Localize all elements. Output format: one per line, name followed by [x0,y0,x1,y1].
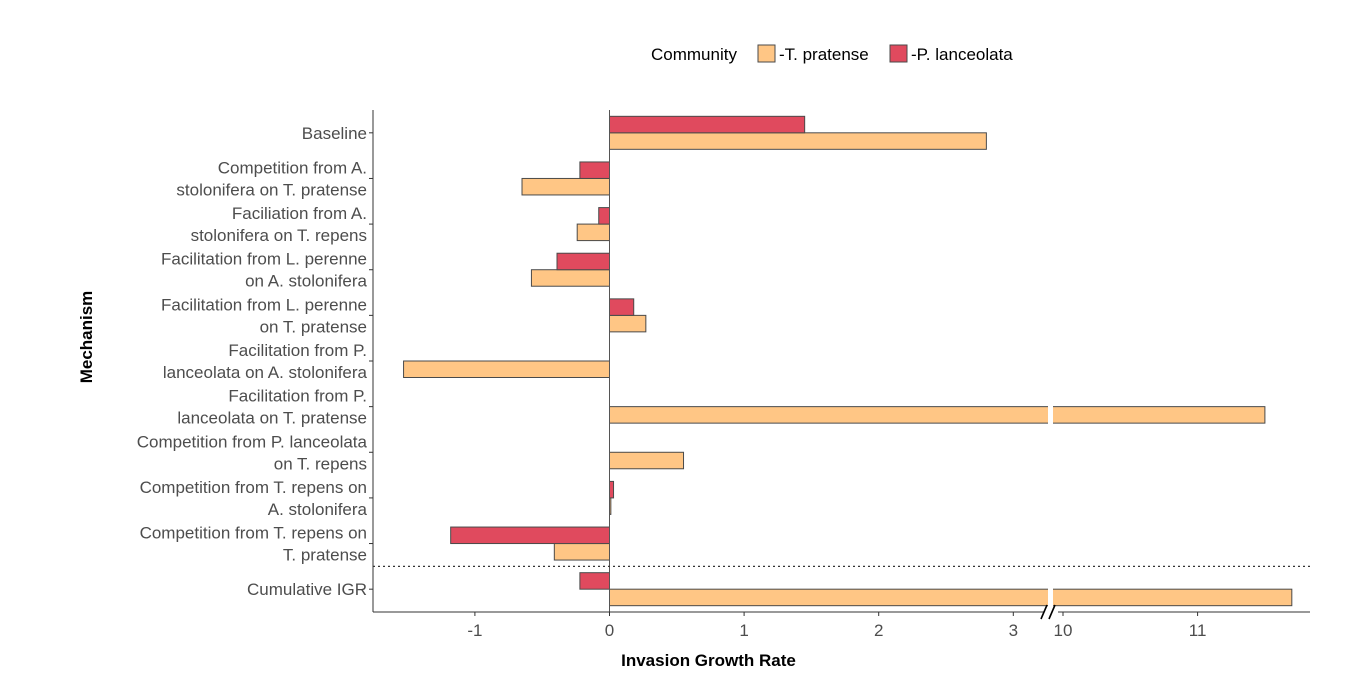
x-tick-label-1: 0 [605,621,614,640]
category-label-line: Facilitation from P. [228,387,367,406]
category-label-line: Facilitation from L. perenne [161,295,367,314]
bar-t-pratense-4 [609,314,647,333]
category-label-line: Competition from T. repens on [140,524,367,543]
bar-p-lanceolata-0 [609,115,806,134]
category-label-line: Competition from T. repens on [140,478,367,497]
category-label-line: A. stolonifera [268,500,368,519]
category-label-line: on T. pratense [260,317,367,336]
legend-swatch-0 [757,44,776,63]
category-label-line: Competition from A. [218,158,367,177]
bar-break-gap-0-6 [1048,405,1053,425]
bar-t-pratense-3 [530,269,611,287]
legend-label-0: -T. pratense [779,45,869,64]
plot-area: Baseline Competition from A. stolonifera o… [137,110,1310,640]
category-label-line: stolonifera on T. pratense [176,180,367,199]
bar-t-pratense-10 [609,588,1293,607]
bar-t-pratense-1 [521,177,611,196]
x-tick-label-4: 3 [1009,621,1018,640]
bar-p-lanceolata-1 [579,161,610,179]
legend-title: Community [651,45,737,64]
x-tick-label-2: 1 [739,621,748,640]
bar-t-pratense-2 [576,223,610,242]
x-tick-label-0: -1 [467,621,482,640]
category-label-line: on T. repens [274,454,367,473]
category-label-line: stolonifera on T. repens [191,226,367,245]
x-tick-label-5: 10 [1054,621,1073,640]
category-label-10: Cumulative IGR [247,580,367,599]
category-label-line: Facilitation from L. perenne [161,250,367,269]
bar-break-gap-0-10 [1048,588,1053,607]
category-label-line: Facilitation from P. [228,341,367,360]
category-label-line: Competition from P. lanceolata [137,432,368,451]
category-label-1: Competition from A. stolonifera on T. pra… [176,158,367,199]
category-label-9: Competition from T. repens on T. pratense [140,524,367,565]
category-label-line: T. pratense [283,546,367,565]
x-axis-title: Invasion Growth Rate [621,651,796,670]
legend-swatch-1 [889,44,908,63]
bar-p-lanceolata-2 [598,207,610,225]
category-label-5: Facilitation from P. lanceolata on A. sto… [163,341,368,382]
legend-label-1: -P. lanceolata [911,45,1013,64]
bar-p-lanceolata-9 [450,526,610,545]
bar-t-pratense-7 [609,451,685,470]
category-label-line: Baseline [302,124,367,143]
category-label-line: lanceolata on T. pratense [177,409,367,428]
bar-p-lanceolata-3 [556,252,610,271]
bar-p-lanceolata-4 [609,298,635,316]
legend: Community -T. pratense -P. lanceolata [651,44,1013,64]
category-label-2: Faciliation from A. stolonifera on T. rep… [191,204,367,245]
x-tick-label-6: 11 [1189,621,1207,640]
category-label-8: Competition from T. repens on A. stolonif… [140,478,368,519]
bar-t-pratense-0 [609,132,987,150]
bar-t-pratense-5 [403,360,611,378]
bar-t-pratense-6 [609,406,1266,424]
category-label-3: Facilitation from L. perenne on A. stolon… [161,250,368,291]
bar-p-lanceolata-8 [609,480,615,499]
category-label-line: lanceolata on A. stolonifera [163,363,368,382]
axis-break-mark-1 [1040,604,1048,620]
category-label-line: Faciliation from A. [232,204,367,223]
axis-break-mark-2 [1048,604,1056,620]
bar-p-lanceolata-10 [579,572,610,590]
category-label-0: Baseline [302,124,367,143]
category-label-6: Facilitation from P. lanceolata on T. pra… [177,387,367,428]
bar-t-pratense-9 [553,543,611,561]
x-tick-label-3: 2 [874,621,883,640]
category-label-7: Competition from P. lanceolata on T. repe… [137,432,368,473]
category-label-line: on A. stolonifera [245,272,367,291]
category-label-line: Cumulative IGR [247,580,367,599]
category-label-4: Facilitation from L. perenne on T. praten… [161,295,367,336]
y-axis-title: Mechanism [77,291,96,384]
